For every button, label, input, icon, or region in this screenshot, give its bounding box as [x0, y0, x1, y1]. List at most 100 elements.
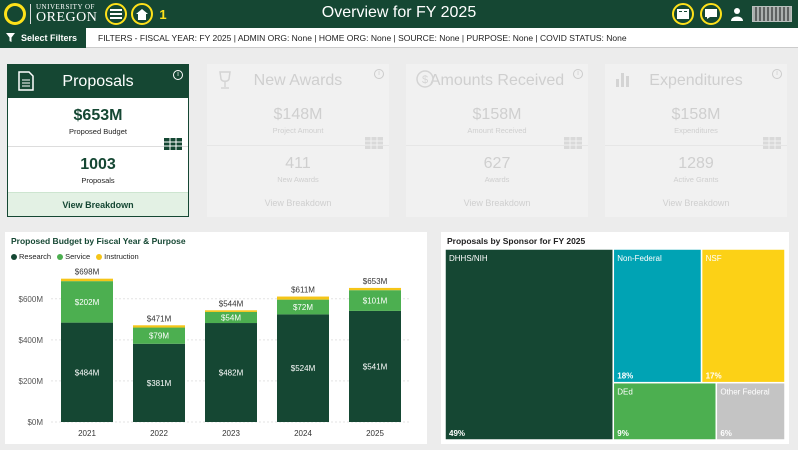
bar-chart-icon — [616, 73, 629, 87]
x-tick-label: 2023 — [222, 429, 240, 438]
budget-chart-panel: Proposed Budget by Fiscal Year & Purpose… — [5, 232, 427, 444]
card-amounts-received[interactable]: $ Amounts Received i $158M Amount Receiv… — [406, 64, 588, 217]
bar-segment-instruction[interactable] — [61, 278, 113, 282]
treemap-label: NSF — [706, 254, 722, 263]
view-breakdown-button[interactable]: View Breakdown — [463, 198, 531, 208]
card-secondary-label: Awards — [484, 175, 510, 184]
menu-button[interactable] — [105, 3, 128, 25]
info-icon[interactable]: i — [772, 69, 782, 79]
bar-data-label: $484M — [75, 368, 100, 377]
x-tick-label: 2025 — [366, 429, 384, 438]
card-secondary-label: Active Grants — [673, 175, 719, 184]
treemap-tile-nsf[interactable] — [700, 248, 786, 384]
treemap-label: Non-Federal — [617, 254, 662, 263]
feedback-button[interactable] — [700, 3, 722, 25]
x-tick-label: 2024 — [294, 429, 312, 438]
treemap-tile-dhhs-nih[interactable] — [444, 248, 615, 441]
bar-total-label: $653M — [363, 277, 388, 286]
university-logo[interactable]: UNIVERSITY OF OREGON — [4, 2, 97, 26]
select-filters-label: Select Filters — [21, 32, 78, 43]
card-expenditures[interactable]: Expenditures i $158M Expenditures 1289 A… — [605, 64, 787, 217]
sponsor-treemap-panel: Proposals by Sponsor for FY 2025 DHHS/NI… — [441, 232, 789, 444]
logo-line-1: UNIVERSITY OF — [36, 2, 95, 11]
card-primary-value: $653M — [73, 107, 123, 124]
info-icon[interactable]: i — [573, 69, 583, 79]
chart-legend: Research Service Instruction — [11, 252, 145, 261]
bar-segment-instruction[interactable] — [277, 296, 329, 300]
y-tick-label: $600M — [19, 295, 44, 304]
view-breakdown-button[interactable]: View Breakdown — [8, 192, 188, 216]
legend-swatch-research — [11, 253, 17, 260]
select-filters-button[interactable]: Select Filters — [0, 27, 86, 48]
treemap-percent: 6% — [720, 429, 732, 438]
treemap-percent: 9% — [617, 429, 629, 438]
card-title: Proposals — [62, 72, 134, 90]
bar-segment-research[interactable] — [205, 323, 257, 422]
bar-segment-service[interactable] — [349, 290, 401, 311]
chat-icon — [705, 9, 717, 19]
bar-segment-research[interactable] — [349, 310, 401, 422]
bar-segment-service[interactable] — [133, 327, 185, 344]
card-secondary-label: New Awards — [277, 175, 319, 184]
bar-segment-instruction[interactable] — [133, 325, 185, 328]
treemap-title: Proposals by Sponsor for FY 2025 — [447, 236, 586, 246]
bar-segment-research[interactable] — [61, 322, 113, 422]
treemap-tile-non-federal[interactable] — [612, 248, 703, 384]
bar-segment-instruction[interactable] — [205, 310, 257, 312]
bar-segment-instruction[interactable] — [349, 287, 401, 291]
bar-data-label: $54M — [221, 313, 241, 322]
card-primary-value: $158M — [472, 106, 522, 123]
oregon-o-icon — [4, 3, 26, 25]
legend-label-instruction: Instruction — [104, 252, 139, 261]
dollar-coin-icon: $ — [416, 70, 434, 88]
y-tick-label: $0M — [27, 418, 43, 427]
card-proposals[interactable]: Proposals i $653M Proposed Budget 1003 P… — [7, 64, 189, 217]
card-secondary-value: 411 — [285, 155, 311, 172]
svg-text:$: $ — [422, 74, 428, 86]
table-icon[interactable] — [564, 137, 582, 149]
user-id-redacted — [752, 6, 792, 22]
card-primary-label: Amount Received — [467, 126, 527, 135]
card-primary-value: $158M — [671, 106, 721, 123]
bar-data-label: $482M — [219, 369, 244, 378]
bar-data-label: $541M — [363, 362, 388, 371]
info-icon[interactable]: i — [173, 70, 183, 80]
y-tick-label: $200M — [19, 377, 44, 386]
card-new-awards[interactable]: New Awards i $148M Project Amount 411 Ne… — [207, 64, 389, 217]
trophy-icon — [219, 71, 231, 89]
glossary-button[interactable] — [672, 3, 694, 25]
treemap-tile-ded[interactable] — [612, 381, 718, 441]
bar-segment-service[interactable] — [277, 299, 329, 315]
x-tick-label: 2021 — [78, 429, 96, 438]
home-button[interactable] — [131, 3, 154, 25]
view-breakdown-button[interactable]: View Breakdown — [264, 198, 332, 208]
treemap-label: Other Federal — [720, 388, 770, 397]
table-icon[interactable] — [164, 138, 182, 150]
legend-label-service: Service — [65, 252, 91, 261]
table-icon[interactable] — [763, 137, 781, 149]
bar-data-label: $101M — [363, 297, 388, 306]
bar-data-label: $524M — [291, 364, 316, 373]
bar-segment-research[interactable] — [277, 314, 329, 422]
bar-segment-service[interactable] — [61, 281, 113, 323]
card-primary-label: Project Amount — [272, 126, 324, 135]
logo-line-2: OREGON — [36, 9, 98, 25]
info-icon[interactable]: i — [374, 69, 384, 79]
sponsor-treemap: DHHS/NIH 49% Non-Federal 18% NSF 17% DEd 9% Othe… — [444, 248, 786, 441]
treemap-tile-other-federal[interactable] — [715, 381, 786, 441]
funnel-icon — [6, 33, 15, 42]
card-secondary-label: Proposals — [81, 176, 115, 185]
user-icon[interactable] — [730, 7, 744, 21]
view-breakdown-button[interactable]: View Breakdown — [662, 198, 730, 208]
book-icon — [677, 9, 689, 19]
bar-total-label: $471M — [147, 314, 172, 323]
bar-data-label: $381M — [147, 379, 172, 388]
treemap-label: DEd — [617, 388, 633, 397]
card-primary-value: $148M — [273, 106, 323, 123]
table-icon[interactable] — [365, 137, 383, 149]
hamburger-icon — [110, 9, 123, 19]
bar-data-label: $202M — [75, 298, 100, 307]
bar-segment-research[interactable] — [133, 343, 185, 422]
card-title: Amounts Received — [429, 71, 565, 89]
bar-segment-service[interactable] — [205, 311, 257, 324]
